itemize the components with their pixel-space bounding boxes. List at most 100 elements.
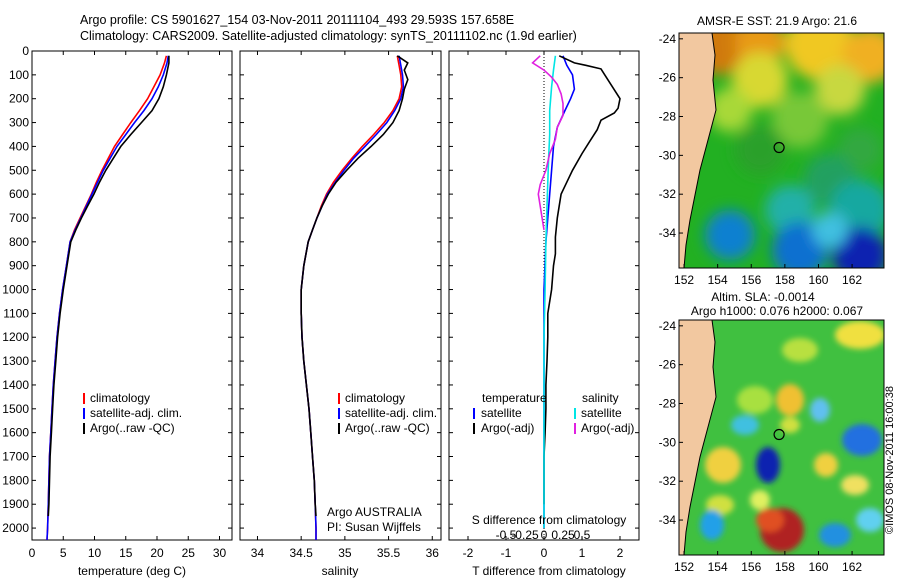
depth-axis: 0 100 200 300 400 500 600 700 800 900 1000 1100 1200… <box>2 44 29 535</box>
sla-map-lat-axis: -24 -26 -28 -30 -32 -34 <box>659 319 683 527</box>
x-tick-label: 34.5 <box>289 546 313 560</box>
lon-tick-label: 158 <box>775 560 795 574</box>
legend-s-satellite: satellite <box>581 406 622 420</box>
lon-tick-label: 152 <box>674 560 694 574</box>
sla-map-title-line-1: Altim. SLA: -0.0014 <box>711 290 815 304</box>
x-tick-label: 36 <box>426 546 440 560</box>
x-tick-label: 0 <box>29 546 36 560</box>
salinity-difference-tick-label: 0.25 <box>551 528 575 542</box>
salinity-x-axis: 34 34.5 35 35.5 36 <box>240 50 441 560</box>
salinity-x-label: salinity <box>322 564 359 578</box>
imos-watermark: ©IMOS 08-Nov-2011 16:00:38 <box>884 386 896 534</box>
salinity-panel: 34 34.5 35 35.5 36 salinity climatology sate… <box>239 50 442 578</box>
x-tick-label: -1 <box>501 546 512 560</box>
difference-panel: -2 -1 0 1 2 -0.5-0.25 0 0.250.5 T difference f… <box>448 50 640 578</box>
x-tick-label: 10 <box>88 546 102 560</box>
depth-tick-label: 100 <box>9 68 29 82</box>
difference-legend: temperature satellite Argo(-adj) salinit… <box>473 391 634 435</box>
lat-tick-label: -34 <box>659 513 677 527</box>
salinity-difference-tick-label: -0.5 <box>496 528 517 542</box>
legend-climatology: climatology <box>345 391 405 405</box>
lat-tick-label: -24 <box>659 32 677 46</box>
lon-tick-label: 160 <box>808 560 828 574</box>
temperature-panel: 0100200300400500600700800900100011001200… <box>2 44 233 578</box>
salinity-difference-tick-label: -0.25 <box>511 528 539 542</box>
series-line-s-argo-adj <box>531 55 564 231</box>
x-tick-label: 0 <box>541 546 548 560</box>
x-tick-label: 1 <box>579 546 586 560</box>
lon-tick-label: 160 <box>808 273 828 287</box>
principal-investigator-label: PI: Susan Wijffels <box>327 520 421 534</box>
x-tick-label: 35.5 <box>377 546 401 560</box>
legend-temperature-heading: temperature <box>482 391 547 405</box>
lat-tick-label: -26 <box>659 71 677 85</box>
depth-tick-label: 1900 <box>2 497 29 511</box>
lat-tick-label: -30 <box>659 148 677 162</box>
lon-tick-label: 162 <box>842 273 862 287</box>
sla-map: Altim. SLA: -0.0014 Argo h1000: 0.076 h2… <box>659 290 885 574</box>
series-line-argo-raw-qc <box>47 55 170 517</box>
lat-tick-label: -30 <box>659 435 677 449</box>
lon-tick-label: 156 <box>741 560 761 574</box>
series-line-s-satellite <box>543 55 557 529</box>
temperature-series <box>46 55 170 540</box>
sla-map-lon-axis: 152 154 156 158 160 162 <box>674 551 862 574</box>
difference-series <box>531 55 621 529</box>
salinity-plot-frame <box>239 50 442 541</box>
difference-x-axis: -2 -1 0 1 2 <box>449 50 639 560</box>
lat-tick-label: -34 <box>659 226 677 240</box>
lon-tick-label: 158 <box>775 273 795 287</box>
salinity-series <box>300 55 409 540</box>
salinity-difference-tick-label: 0.5 <box>574 528 591 542</box>
sst-map-lat-axis: -24 -26 -28 -30 -32 -34 <box>659 32 683 240</box>
legend-argo: Argo(..raw -QC) <box>90 421 175 435</box>
lat-tick-label: -28 <box>659 397 677 411</box>
x-tick-label: 30 <box>213 546 227 560</box>
depth-tick-label: 1000 <box>2 283 29 297</box>
sla-map-title-line-2: Argo h1000: 0.076 h2000: 0.067 <box>691 304 863 318</box>
x-tick-label: 20 <box>150 546 164 560</box>
legend-s-argo: Argo(-adj) <box>581 421 634 435</box>
legend-argo: Argo(..raw -QC) <box>345 421 430 435</box>
x-tick-label: 35 <box>338 546 352 560</box>
lat-tick-label: -24 <box>659 319 677 333</box>
depth-tick-label: 1600 <box>2 426 29 440</box>
depth-tick-label: 1200 <box>2 330 29 344</box>
lon-tick-label: 152 <box>674 273 694 287</box>
series-line-argo-raw-qc <box>300 55 409 517</box>
temperature-legend: climatology satellite-adj. clim. Argo(..… <box>83 391 182 435</box>
header-line-2: Climatology: CARS2009. Satellite-adjuste… <box>80 29 577 43</box>
lon-tick-label: 156 <box>741 273 761 287</box>
lon-tick-label: 162 <box>842 560 862 574</box>
depth-tick-label: 1300 <box>2 354 29 368</box>
legend-salinity-heading: salinity <box>582 391 619 405</box>
lat-tick-label: -32 <box>659 474 677 488</box>
x-tick-label: -2 <box>463 546 474 560</box>
temperature-x-label: temperature (deg C) <box>78 564 186 578</box>
legend-satellite: satellite-adj. clim. <box>345 406 437 420</box>
sst-map-frame <box>678 32 885 269</box>
legend-t-argo: Argo(-adj) <box>481 421 534 435</box>
sla-map-frame <box>678 319 885 556</box>
depth-tick-label: 800 <box>9 235 29 249</box>
legend-satellite: satellite-adj. clim. <box>90 406 182 420</box>
header-line-1: Argo profile: CS 5901627_154 03-Nov-2011… <box>80 13 515 27</box>
depth-tick-label: 1500 <box>2 402 29 416</box>
depth-tick-label: 1700 <box>2 450 29 464</box>
salinity-difference-tick-label: 0 <box>541 528 548 542</box>
lon-tick-label: 154 <box>708 273 728 287</box>
x-tick-label: 25 <box>182 546 196 560</box>
t-difference-x-label: T difference from climatology <box>472 564 626 578</box>
sst-argo-position-marker <box>773 141 785 154</box>
sst-map-title: AMSR-E SST: 21.9 Argo: 21.6 <box>697 14 857 28</box>
legend-climatology: climatology <box>90 391 150 405</box>
depth-tick-label: 700 <box>9 211 29 225</box>
x-tick-label: 15 <box>119 546 133 560</box>
temperature-x-axis: 0 5 10 15 20 25 30 <box>29 50 232 560</box>
lat-tick-label: -28 <box>659 110 677 124</box>
sla-map-field <box>679 320 884 555</box>
sla-argo-position-marker <box>773 428 785 441</box>
legend-t-satellite: satellite <box>481 406 522 420</box>
